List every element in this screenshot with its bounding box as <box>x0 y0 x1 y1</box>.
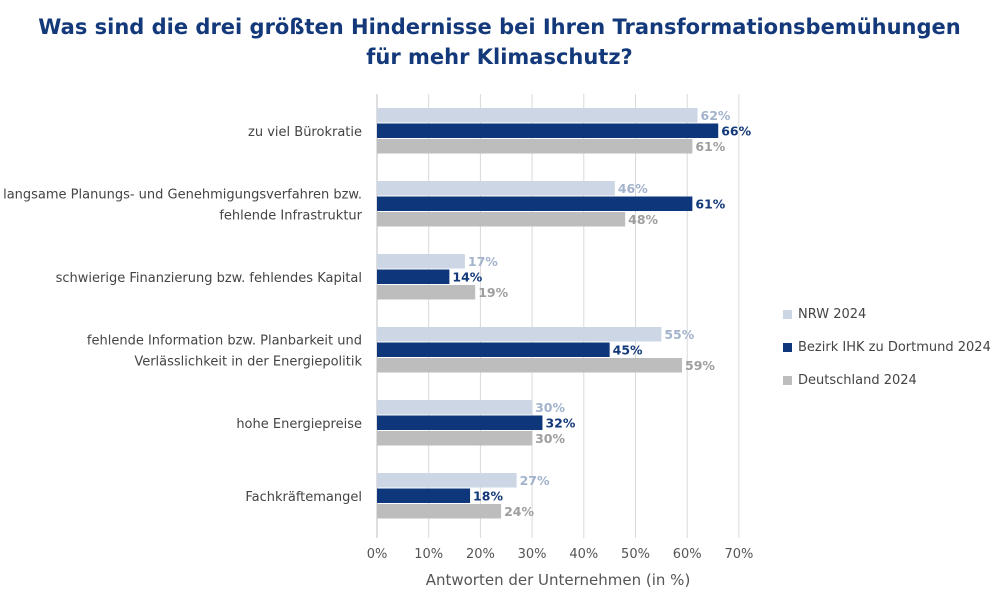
x-tick-labels: 0% 10% 20% 30% 40% 50% 60% 70% <box>367 547 754 562</box>
chart-title-line-2: für mehr Klimaschutz? <box>366 45 633 69</box>
x-tick-label: 20% <box>466 547 495 562</box>
x-tick-label: 10% <box>414 547 443 562</box>
data-label: 19% <box>478 285 508 300</box>
bar <box>377 400 533 415</box>
x-tick-label: 60% <box>673 547 702 562</box>
bar <box>377 473 517 488</box>
bar <box>377 108 698 123</box>
x-tick-label: 70% <box>724 547 753 562</box>
data-label: 61% <box>695 139 725 154</box>
bar <box>377 196 693 211</box>
category-label: fehlende Information bzw. Planbarkeit un… <box>87 333 362 348</box>
chart-title: Was sind die drei größten Hindernisse be… <box>0 12 999 72</box>
bar <box>377 212 626 227</box>
data-label: 61% <box>695 197 725 212</box>
x-tick-label: 50% <box>621 547 650 562</box>
data-label: 24% <box>504 504 534 519</box>
category-label: zu viel Bürokratie <box>248 125 362 140</box>
legend-item: Bezirk IHK zu Dortmund 2024 <box>783 337 991 357</box>
bar <box>377 415 543 430</box>
category-label: Fachkräftemangel <box>245 490 362 505</box>
bar <box>377 504 502 519</box>
category-labels: zu viel Bürokratie langsame Planungs- und… <box>3 125 363 505</box>
data-label: 30% <box>535 400 565 415</box>
bars <box>377 108 719 519</box>
bar <box>377 269 450 284</box>
x-axis-label: Antworten der Unternehmen (in %) <box>426 571 691 589</box>
data-label: 14% <box>452 270 482 285</box>
x-tick-label: 0% <box>367 547 388 562</box>
data-label: 62% <box>701 108 731 123</box>
data-label: 30% <box>535 431 565 446</box>
category-label: schwierige Finanzierung bzw. fehlendes K… <box>56 271 362 286</box>
legend-item: Deutschland 2024 <box>783 370 991 390</box>
x-tick-label: 30% <box>518 547 547 562</box>
data-label: 17% <box>468 254 498 269</box>
legend-item: NRW 2024 <box>783 304 991 324</box>
data-label: 59% <box>685 358 715 373</box>
bar <box>377 254 465 269</box>
data-labels: 62%66%61%46%61%48%17%14%19%55%45%59%30%3… <box>452 108 751 519</box>
gridlines <box>376 94 740 538</box>
data-label: 46% <box>618 181 648 196</box>
bar <box>377 123 719 138</box>
legend-swatch <box>783 375 792 385</box>
category-label: hohe Energiepreise <box>236 417 362 432</box>
legend-swatch <box>783 309 792 319</box>
bar <box>377 139 693 154</box>
bar <box>377 488 471 503</box>
legend-swatch <box>783 342 792 352</box>
legend-label: Bezirk IHK zu Dortmund 2024 <box>798 339 991 355</box>
category-label: langsame Planungs- und Genehmigungsverfa… <box>3 187 362 202</box>
data-label: 48% <box>628 212 658 227</box>
chart-title-line-1: Was sind die drei größten Hindernisse be… <box>38 15 961 39</box>
category-label: fehlende Infrastruktur <box>219 208 362 223</box>
data-label: 18% <box>473 489 503 504</box>
data-label: 27% <box>520 473 550 488</box>
bar <box>377 342 610 357</box>
bar <box>377 285 476 300</box>
bar <box>377 327 662 342</box>
bar <box>377 181 615 196</box>
data-label: 55% <box>664 327 694 342</box>
x-tick-label: 40% <box>569 547 598 562</box>
bar <box>377 431 533 446</box>
legend-label: NRW 2024 <box>798 306 867 322</box>
data-label: 32% <box>545 416 575 431</box>
data-label: 45% <box>613 343 643 358</box>
legend: NRW 2024 Bezirk IHK zu Dortmund 2024 Deuts… <box>783 304 991 403</box>
category-label: Verlässlichkeit in der Energiepolitik <box>134 354 362 369</box>
data-label: 66% <box>721 124 751 139</box>
bar <box>377 358 683 373</box>
legend-label: Deutschland 2024 <box>798 372 917 388</box>
